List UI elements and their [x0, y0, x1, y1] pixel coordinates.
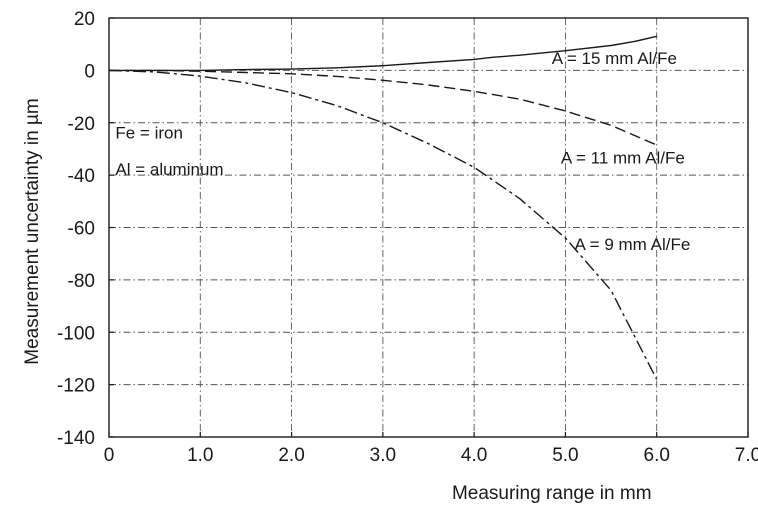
x-tick-label: 0 — [104, 445, 115, 466]
x-tick-label: 1.0 — [187, 445, 213, 466]
y-tick-label: -100 — [57, 323, 95, 344]
series-lines — [108, 35, 658, 380]
annotation-label: A = 9 mm Al/Fe — [575, 235, 691, 254]
plot-frame — [108, 17, 749, 438]
annotations: A = 15 mm Al/Fe A = 11 mm Al/Fe A = 9 mm A… — [115, 49, 690, 254]
annotation-label: Al = aluminum — [115, 160, 223, 179]
y-tick-label: 20 — [74, 9, 95, 30]
series-line-solid — [109, 35, 657, 72]
x-tick-label: 5.0 — [552, 445, 578, 466]
y-tick-label: -140 — [57, 428, 95, 449]
y-tick-label: -60 — [68, 219, 95, 240]
y-tick-label: -80 — [68, 271, 95, 292]
annotation-label: A = 11 mm Al/Fe — [561, 148, 685, 167]
x-tick-label: 7.0 — [735, 445, 758, 466]
x-tick-label: 3.0 — [370, 445, 396, 466]
grid — [109, 18, 748, 437]
y-tick-label: 0 — [84, 61, 95, 82]
annotation-label: Fe = iron — [115, 123, 183, 142]
y-tick-label: -20 — [68, 114, 95, 135]
y-tick-label: -40 — [68, 166, 95, 187]
x-tick-label: 6.0 — [644, 445, 670, 466]
x-axis-title: Measuring range in mm — [452, 483, 652, 504]
x-tick-label: 2.0 — [278, 445, 304, 466]
y-tick-label: -120 — [57, 376, 95, 397]
series-line-dashed — [109, 69, 657, 146]
series-line-dash-dot — [108, 69, 658, 380]
y-axis-title: Measurement uncertainty in µm — [22, 98, 43, 365]
x-tick-label: 4.0 — [461, 445, 487, 466]
tick-labels: 0 1.0 2.0 3.0 4.0 5.0 6.0 7.0 20 0 -20 -40 -60 -80 -10… — [57, 9, 758, 466]
annotation-label: A = 15 mm Al/Fe — [552, 49, 677, 68]
